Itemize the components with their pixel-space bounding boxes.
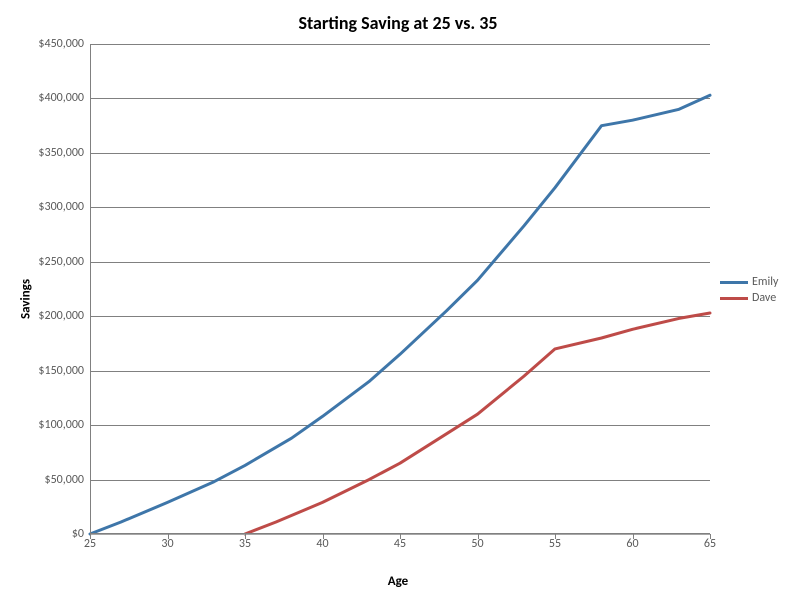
y-axis-title: Savings: [19, 278, 34, 318]
x-tick-label: 60: [626, 534, 638, 551]
x-tick-label: 40: [316, 534, 328, 551]
y-tick-label: $450,000: [38, 37, 90, 51]
chart-title: Starting Saving at 25 vs. 35: [0, 12, 796, 34]
legend-swatch: [720, 281, 748, 284]
legend-label: Emily: [752, 275, 778, 289]
legend-label: Dave: [752, 291, 776, 305]
legend-swatch: [720, 297, 748, 300]
y-tick-label: $350,000: [38, 146, 90, 160]
legend-item-dave: Dave: [720, 291, 778, 305]
x-tick-label: 65: [704, 534, 716, 551]
x-tick-label: 25: [84, 534, 96, 551]
plot-area: $0$50,000$100,000$150,000$200,000$250,00…: [90, 44, 710, 534]
y-tick-label: $200,000: [38, 309, 90, 323]
x-tick-label: 35: [239, 534, 251, 551]
x-tick-label: 30: [161, 534, 173, 551]
y-tick-label: $400,000: [38, 91, 90, 105]
plot-border: [90, 44, 710, 534]
legend-item-emily: Emily: [720, 275, 778, 289]
legend: Emily Dave: [720, 275, 778, 307]
x-axis-title: Age: [0, 574, 796, 589]
y-tick-label: $150,000: [38, 364, 90, 378]
x-tick-label: 45: [394, 534, 406, 551]
y-tick-label: $100,000: [38, 418, 90, 432]
y-tick-label: $300,000: [38, 200, 90, 214]
y-tick-label: $50,000: [45, 473, 91, 487]
savings-chart: Starting Saving at 25 vs. 35 Savings Age…: [0, 0, 796, 597]
x-tick-label: 50: [471, 534, 483, 551]
x-tick-label: 55: [549, 534, 561, 551]
y-tick-label: $250,000: [38, 255, 90, 269]
